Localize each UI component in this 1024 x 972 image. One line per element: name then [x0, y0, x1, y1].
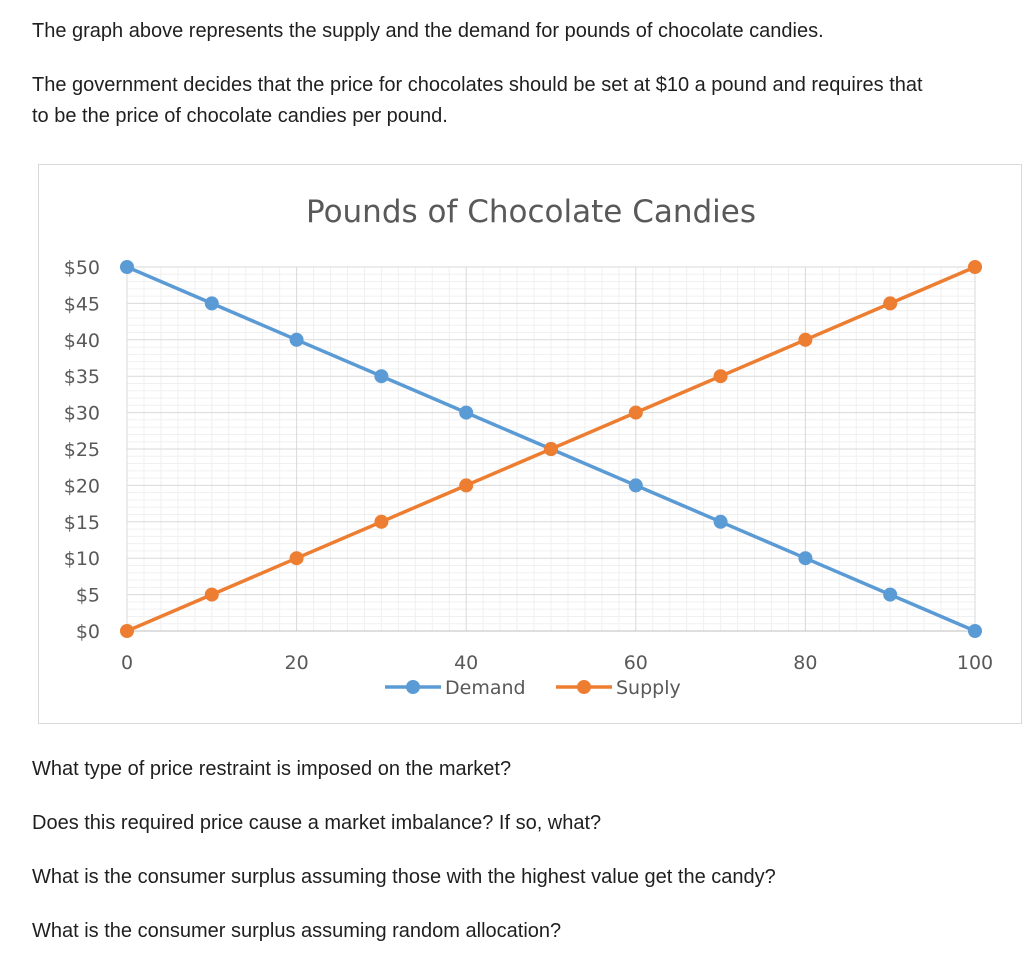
- supply-point: [798, 332, 813, 347]
- legend-supply-label: Supply: [616, 677, 681, 699]
- supply-point: [628, 405, 643, 420]
- supply-point: [289, 551, 304, 566]
- x-tick-label: 60: [624, 652, 648, 674]
- y-tick-label: $45: [64, 293, 100, 315]
- legend-demand-marker: [406, 680, 420, 694]
- legend: Demand Supply: [385, 677, 681, 699]
- series: [120, 260, 982, 638]
- demand-point: [883, 587, 898, 602]
- supply-point: [204, 587, 219, 602]
- supply-point: [459, 478, 474, 493]
- legend-demand-label: Demand: [445, 677, 526, 699]
- intro-line-3: to be the price of chocolate candies per…: [32, 105, 448, 127]
- demand-point: [289, 332, 304, 347]
- grid: [126, 266, 976, 632]
- supply-point: [968, 260, 982, 274]
- y-tick-label: $30: [64, 403, 100, 425]
- question-4: What is the consumer surplus assuming ra…: [32, 920, 562, 942]
- supply-demand-chart: $0 $5 $10 $15 $20 $25 $30 $35 $40 $45 $50 0 20 40 60 80…: [64, 194, 993, 699]
- y-tick-label: $0: [76, 621, 100, 643]
- y-tick-label: $35: [64, 366, 100, 388]
- question-2: Does this required price cause a market …: [32, 812, 602, 834]
- intro-paragraph-1: The graph above represents the supply an…: [32, 20, 824, 42]
- supply-point: [544, 442, 558, 456]
- demand-point: [713, 514, 728, 529]
- demand-point: [374, 369, 389, 384]
- supply-point: [713, 369, 728, 384]
- x-tick-label: 80: [793, 652, 817, 674]
- y-tick-label: $5: [76, 585, 100, 607]
- y-tick-label: $40: [64, 330, 100, 352]
- x-tick-label: 20: [285, 652, 309, 674]
- y-tick-label: $20: [64, 475, 100, 497]
- supply-point: [883, 296, 898, 311]
- supply-point: [374, 514, 389, 529]
- question-3: What is the consumer surplus assuming th…: [32, 866, 776, 888]
- y-tick-label: $25: [64, 439, 100, 461]
- demand-point: [120, 260, 134, 274]
- demand-point: [628, 478, 643, 493]
- y-tick-label: $15: [64, 512, 100, 534]
- supply-point: [120, 624, 134, 638]
- x-tick-label: 100: [957, 652, 993, 674]
- legend-supply-marker: [577, 680, 591, 694]
- y-tick-label: $50: [64, 257, 100, 279]
- intro-paragraph-2: The government decides that the price fo…: [32, 70, 923, 132]
- y-tick-label: $10: [64, 548, 100, 570]
- demand-point: [798, 551, 813, 566]
- intro-line-2: The government decides that the price fo…: [32, 74, 923, 96]
- chart-container: $0 $5 $10 $15 $20 $25 $30 $35 $40 $45 $50 0 20 40 60 80…: [38, 164, 1022, 724]
- x-tick-label: 0: [121, 652, 133, 674]
- x-tick-label: 40: [454, 652, 478, 674]
- demand-point: [204, 296, 219, 311]
- axes: $0 $5 $10 $15 $20 $25 $30 $35 $40 $45 $50 0 20 40 60 80…: [64, 257, 993, 674]
- demand-point: [459, 405, 474, 420]
- question-1: What type of price restraint is imposed …: [32, 758, 512, 780]
- chart-title: Pounds of Chocolate Candies: [306, 194, 756, 230]
- demand-point: [968, 624, 982, 638]
